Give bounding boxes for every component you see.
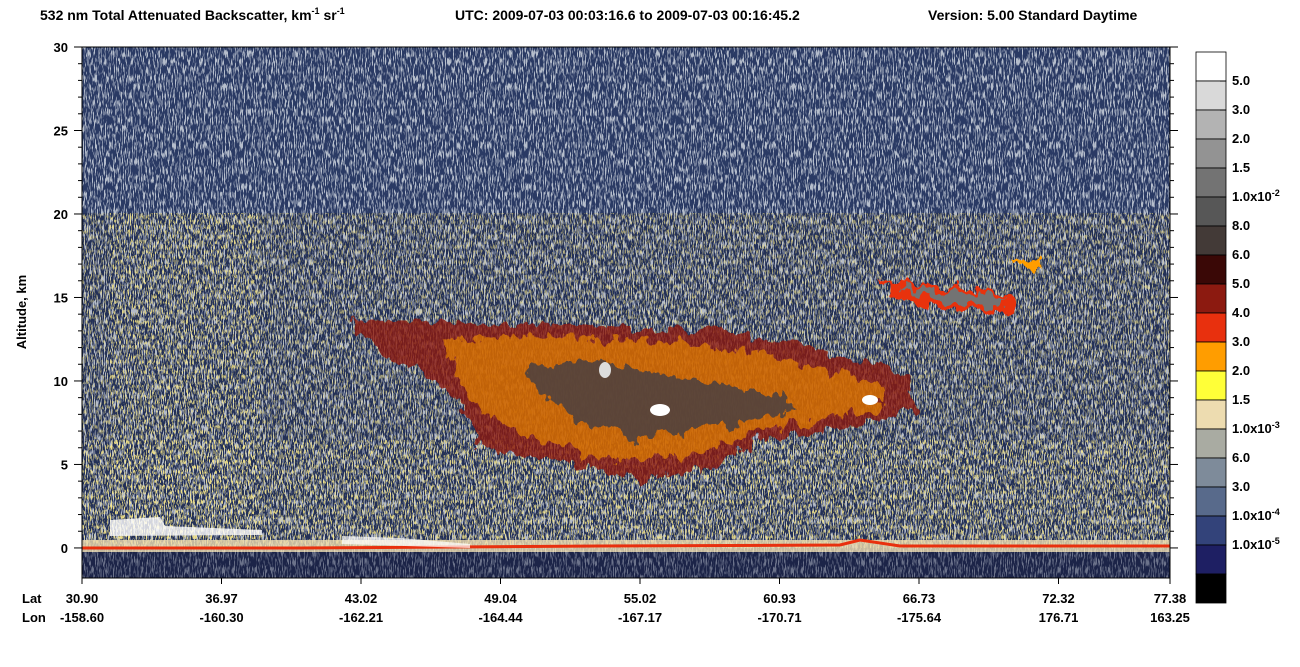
x-row-label: Lon — [22, 610, 46, 625]
colorbar-swatch — [1195, 486, 1227, 517]
y-tick-label: 20 — [54, 207, 68, 222]
colorbar-value: 3.0 — [1232, 334, 1250, 349]
colorbar-label: 5.0 — [1232, 276, 1250, 291]
x-tick-lat: 49.04 — [484, 591, 517, 606]
title-superscript: -1 — [312, 6, 320, 16]
colorbar-value: 8.0 — [1232, 218, 1250, 233]
chart-title: 532 nm Total Attenuated Backscatter, km-… — [40, 6, 345, 23]
x-tick-lon: 176.71 — [1039, 610, 1079, 625]
x-tick-lat: 43.02 — [345, 591, 378, 606]
colorbar-exponent: -3 — [1272, 420, 1280, 430]
colorbar-swatch — [1195, 573, 1227, 604]
y-tick-label: 0 — [61, 541, 68, 556]
x-tick-lat: 55.02 — [624, 591, 657, 606]
x-tick-lat: 66.73 — [903, 591, 936, 606]
colorbar-label: 5.0 — [1232, 73, 1250, 88]
colorbar-swatch — [1195, 167, 1227, 198]
x-tick-lat: 72.32 — [1042, 591, 1075, 606]
colorbar-value: 2.0 — [1232, 363, 1250, 378]
colorbar-swatch — [1195, 515, 1227, 546]
title-superscript: -1 — [337, 6, 345, 16]
colorbar-label: 1.0x10-4 — [1232, 507, 1280, 523]
colorbar-value: 1.5 — [1232, 160, 1250, 175]
version: Version: 5.00 Standard Daytime — [928, 7, 1138, 23]
colorbar-value: 3.0 — [1232, 102, 1250, 117]
colorbar-value: 6.0 — [1232, 247, 1250, 262]
backscatter-image — [82, 47, 1170, 578]
colorbar-swatch — [1195, 457, 1227, 488]
colorbar-label: 1.5 — [1232, 392, 1250, 407]
colorbar-label: 3.0 — [1232, 102, 1250, 117]
colorbar-swatch — [1195, 544, 1227, 575]
colorbar-value: 1.5 — [1232, 392, 1250, 407]
colorbar-value: 3.0 — [1232, 479, 1250, 494]
y-tick-label: 30 — [54, 40, 68, 55]
x-tick-lon: 163.25 — [1150, 610, 1190, 625]
colorbar-swatch — [1195, 138, 1227, 169]
colorbar-label: 6.0 — [1232, 450, 1250, 465]
colorbar-value: 5.0 — [1232, 73, 1250, 88]
y-tick-label: 10 — [54, 374, 68, 389]
colorbar-value: 1.0x10 — [1232, 537, 1272, 552]
time-range: UTC: 2009-07-03 00:03:16.6 to 2009-07-03… — [455, 7, 800, 23]
colorbar-label: 4.0 — [1232, 305, 1250, 320]
colorbar-exponent: -5 — [1272, 536, 1280, 546]
colorbar-swatch — [1195, 254, 1227, 285]
colorbar-swatch — [1195, 428, 1227, 459]
x-tick-lat: 36.97 — [205, 591, 238, 606]
x-tick-lon: -160.30 — [199, 610, 243, 625]
colorbar-swatch — [1195, 341, 1227, 372]
x-row-label: Lat — [22, 591, 42, 606]
x-tick-lat: 60.93 — [763, 591, 796, 606]
title-part: 532 nm Total Attenuated Backscatter, km — [40, 7, 312, 23]
colorbar-swatch — [1195, 51, 1227, 82]
colorbar-swatch — [1195, 225, 1227, 256]
colorbar-label: 3.0 — [1232, 334, 1250, 349]
colorbar-label: 1.5 — [1232, 160, 1250, 175]
x-tick-lon: -164.44 — [478, 610, 523, 625]
plot-frame — [81, 46, 1171, 579]
colorbar-label: 8.0 — [1232, 218, 1250, 233]
colorbar-value: 1.0x10 — [1232, 508, 1272, 523]
x-tick-lon: -175.64 — [897, 610, 942, 625]
colorbar-swatch — [1195, 109, 1227, 140]
colorbar-swatch — [1195, 370, 1227, 401]
y-tick-label: 25 — [54, 123, 68, 138]
colorbar-value: 2.0 — [1232, 131, 1250, 146]
colorbar-value: 5.0 — [1232, 276, 1250, 291]
colorbar-label: 1.0x10-2 — [1232, 188, 1280, 204]
y-tick-label: 5 — [61, 457, 68, 472]
colorbar-label: 1.0x10-3 — [1232, 420, 1280, 436]
colorbar-swatch — [1195, 399, 1227, 430]
colorbar-exponent: -2 — [1272, 188, 1280, 198]
y-tick-label: 15 — [54, 290, 68, 305]
colorbar-swatch — [1195, 283, 1227, 314]
x-tick-lat: 30.90 — [66, 591, 99, 606]
colorbar-value: 4.0 — [1232, 305, 1250, 320]
colorbar-exponent: -4 — [1272, 507, 1280, 517]
colorbar-label: 2.0 — [1232, 131, 1250, 146]
x-tick-lon: -162.21 — [339, 610, 383, 625]
x-tick-lon: -158.60 — [60, 610, 104, 625]
colorbar-value: 6.0 — [1232, 450, 1250, 465]
colorbar-swatch — [1195, 80, 1227, 111]
colorbar-value: 1.0x10 — [1232, 189, 1272, 204]
colorbar-value: 1.0x10 — [1232, 421, 1272, 436]
x-tick-lon: -170.71 — [757, 610, 801, 625]
colorbar-label: 6.0 — [1232, 247, 1250, 262]
colorbar-label: 1.0x10-5 — [1232, 536, 1280, 552]
x-tick-lat: 77.38 — [1154, 591, 1187, 606]
colorbar-swatch — [1195, 312, 1227, 343]
x-tick-lon: -167.17 — [618, 610, 662, 625]
colorbar-swatch — [1195, 196, 1227, 227]
y-axis-label: Altitude, km — [14, 275, 29, 349]
title-part: sr — [320, 7, 338, 23]
colorbar-label: 3.0 — [1232, 479, 1250, 494]
colorbar-label: 2.0 — [1232, 363, 1250, 378]
